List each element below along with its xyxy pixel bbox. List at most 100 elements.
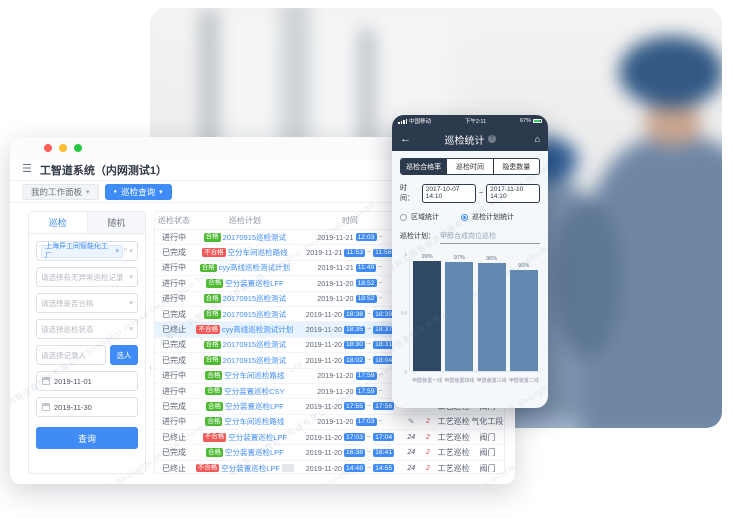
radio-区域统计[interactable]: 区域统计	[400, 212, 439, 222]
start-time-chip: 18:52	[355, 279, 377, 288]
time-cell: 2019-11-20 14:48 ~14:55	[297, 464, 404, 473]
plan-link[interactable]: 20170915巡检测试	[222, 340, 287, 350]
start-time-chip: 14:48	[343, 464, 365, 473]
filter-select[interactable]: 请选择巡检状态 ▾	[36, 319, 138, 339]
pick-person-button[interactable]: 选人	[110, 345, 138, 365]
home-icon[interactable]: ⌂	[534, 134, 540, 144]
recorder-input[interactable]: 请选择记录人	[36, 345, 106, 365]
plan-link[interactable]: 空分车间巡检路线	[224, 417, 285, 427]
status-cell: 已完成	[162, 340, 187, 350]
table-row[interactable]: 进行中 合格 空分车间巡检路线 2019-11-20 17:03 ~ ✎ 2 工艺巡检 气化工段	[155, 415, 504, 431]
radio-dot-icon	[400, 213, 407, 221]
abnormal-count-cell: 2	[425, 433, 430, 441]
plan-link[interactable]: 空分车间巡检路线	[227, 248, 288, 258]
table-row[interactable]: 已终止 不合格 空分装置巡检LPF 2019-11-20 17:03 ~17:04 24 2 工…	[155, 430, 504, 446]
segment-巡检合格率[interactable]: 巡检合格率	[401, 159, 447, 174]
plan-link[interactable]: 空分装置巡检LFF	[225, 278, 284, 288]
x-axis-label: 甲醇装置二线	[508, 378, 539, 384]
start-time-chip: 18:02	[343, 356, 365, 365]
help-icon[interactable]: ?	[487, 135, 496, 143]
maximize-window-button[interactable]	[74, 144, 82, 152]
bar-column[interactable]: 99%	[413, 254, 442, 371]
collapse-sidebar-icon[interactable]: ‹	[149, 362, 152, 372]
tilde: ~	[367, 310, 372, 318]
sidebar-tab-巡检[interactable]: 巡检	[29, 212, 87, 233]
tilde: ~	[378, 279, 383, 287]
clear-icon[interactable]: ×	[123, 247, 128, 254]
query-button[interactable]: 查询	[36, 427, 138, 449]
status-cell: 已终止	[162, 463, 187, 473]
end-time-chip: 17:04	[373, 433, 395, 442]
segment-巡检时间[interactable]: 巡检时间	[446, 159, 493, 174]
qualified-badge: 合格	[206, 278, 224, 288]
bar-column[interactable]: 90%	[509, 254, 538, 371]
phone-page-title: 巡检统计	[444, 135, 485, 147]
radio-巡检计划统计[interactable]: 巡检计划统计	[461, 212, 514, 222]
bar-column[interactable]: 96%	[477, 254, 506, 371]
tilde: ~	[378, 295, 383, 303]
plan-link[interactable]: 20170915巡检测试	[222, 355, 287, 365]
workspace-tab[interactable]: ● 巡检查询 ▾	[104, 183, 172, 200]
signal-icon	[398, 118, 407, 124]
close-window-button[interactable]	[44, 144, 52, 152]
org-select[interactable]: 上海异工同智能化工厂 × × ▾	[36, 241, 138, 261]
edit-pencil-icon[interactable]: ✎	[407, 417, 415, 427]
plan-cell: 合格 20170915巡检测试	[193, 293, 297, 304]
plan-link[interactable]: 空分装置巡检LPF	[228, 432, 287, 442]
qualified-badge: 合格	[203, 309, 221, 319]
plan-link[interactable]: cyy高线巡检测试计划	[218, 263, 290, 273]
plan-select[interactable]: 甲醇合成岗位巡检	[440, 231, 540, 244]
table-row[interactable]: 已终止 不合格 空分装置巡检LPF 2019-11-20 14:48 ~14:55 24 2 工…	[155, 461, 504, 473]
plan-link[interactable]: 空分装置巡检CSY	[224, 386, 285, 396]
tilde: ~	[378, 372, 383, 380]
menu-icon[interactable]: ☰	[22, 163, 32, 175]
tilde: ~	[367, 449, 372, 457]
plan-link[interactable]: 空分装置巡检LPF	[221, 463, 280, 473]
inspection-type-cell: 工艺巡检	[437, 432, 470, 442]
plan-link[interactable]: 20170915巡检测试	[222, 309, 287, 319]
status-cell: 进行中	[162, 417, 187, 427]
clock-label: 下午2:11	[464, 119, 487, 125]
time-to-input[interactable]: 2017-11-10 14:10	[486, 183, 540, 203]
x-axis-label: 甲醇装置三线	[476, 378, 507, 384]
filter-select[interactable]: 请选择有无异常巡检记录 ▾	[36, 267, 138, 287]
start-time-chip: 17:03	[343, 433, 365, 442]
date-from-input[interactable]: 2019-11-01	[36, 371, 138, 391]
plan-link[interactable]: 空分装置巡检LPF	[224, 448, 284, 458]
qualified-badge: 合格	[203, 294, 221, 304]
back-icon[interactable]: ←	[400, 133, 411, 145]
bar-column[interactable]: 97%	[445, 254, 474, 371]
workspace-tabbar: 我的工作面板 ▾ ● 巡检查询 ▾	[10, 181, 515, 203]
workspace-tab[interactable]: 我的工作面板 ▾	[22, 183, 99, 200]
remove-tag-icon[interactable]: ×	[115, 247, 120, 255]
tilde: ~	[378, 418, 383, 426]
calendar-icon	[42, 403, 50, 411]
edit-cell: ✎	[403, 417, 419, 426]
time-from-input[interactable]: 2017-10-07 14:10	[421, 183, 477, 203]
date-to-input[interactable]: 2019-11-30	[36, 397, 138, 417]
segment-隐患数量[interactable]: 隐患数量	[492, 159, 539, 174]
minimize-window-button[interactable]	[59, 144, 67, 152]
plan-cell: 合格 空分装置巡检LFF	[193, 278, 297, 289]
stat-mode-radios: 区域统计 巡检计划统计	[400, 212, 540, 222]
workspace-tab-label: 巡检查询	[121, 186, 156, 197]
phone-body: 巡检合格率 巡检时间 隐患数量 时间： 2017-10-07 14:10 ~ 201…	[392, 151, 548, 393]
select-placeholder: 请选择是否合格	[41, 298, 94, 308]
plan-link[interactable]: cyy高线巡检测试计划	[221, 325, 294, 335]
sidebar-tab-随机[interactable]: 随机	[86, 212, 145, 233]
plan-link[interactable]: 20170915巡检测试	[222, 232, 287, 242]
start-time-chip: 11:53	[344, 248, 365, 257]
time-cell: 2019-11-20 18:02 ~18:04	[297, 356, 404, 365]
plan-link[interactable]: 空分车间巡检路线	[224, 371, 285, 381]
qualified-badge: 合格	[199, 263, 217, 273]
x-axis-label: 甲醇装置一线	[412, 378, 443, 384]
table-row[interactable]: 已完成 合格 空分装置巡检LPF 2019-11-20 16:38 ~16:41 24 2 工艺…	[155, 445, 504, 461]
filter-select[interactable]: 请选择是否合格 ▾	[36, 293, 138, 313]
time-cell: 2019-11-20 17:59 ~	[297, 387, 404, 396]
plan-link[interactable]: 20170915巡检测试	[222, 294, 287, 304]
plan-link[interactable]: 空分装置巡检LPF	[224, 401, 284, 411]
